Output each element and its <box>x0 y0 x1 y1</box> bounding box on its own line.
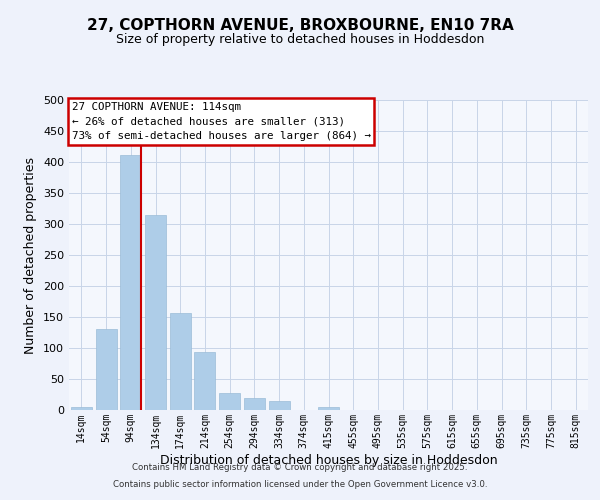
Text: 27, COPTHORN AVENUE, BROXBOURNE, EN10 7RA: 27, COPTHORN AVENUE, BROXBOURNE, EN10 7R… <box>86 18 514 32</box>
Bar <box>145 214 166 410</box>
Bar <box>95 330 116 410</box>
Bar <box>170 312 191 410</box>
Bar <box>71 407 92 410</box>
Bar <box>194 352 215 410</box>
Text: 27 COPTHORN AVENUE: 114sqm
← 26% of detached houses are smaller (313)
73% of sem: 27 COPTHORN AVENUE: 114sqm ← 26% of deta… <box>71 102 371 141</box>
Bar <box>269 402 290 410</box>
X-axis label: Distribution of detached houses by size in Hoddesdon: Distribution of detached houses by size … <box>160 454 497 466</box>
Bar <box>318 407 339 410</box>
Bar <box>219 392 240 410</box>
Text: Contains HM Land Registry data © Crown copyright and database right 2025.: Contains HM Land Registry data © Crown c… <box>132 464 468 472</box>
Y-axis label: Number of detached properties: Number of detached properties <box>25 156 37 354</box>
Bar <box>244 398 265 410</box>
Text: Contains public sector information licensed under the Open Government Licence v3: Contains public sector information licen… <box>113 480 487 489</box>
Bar <box>120 155 141 410</box>
Text: Size of property relative to detached houses in Hoddesdon: Size of property relative to detached ho… <box>116 32 484 46</box>
